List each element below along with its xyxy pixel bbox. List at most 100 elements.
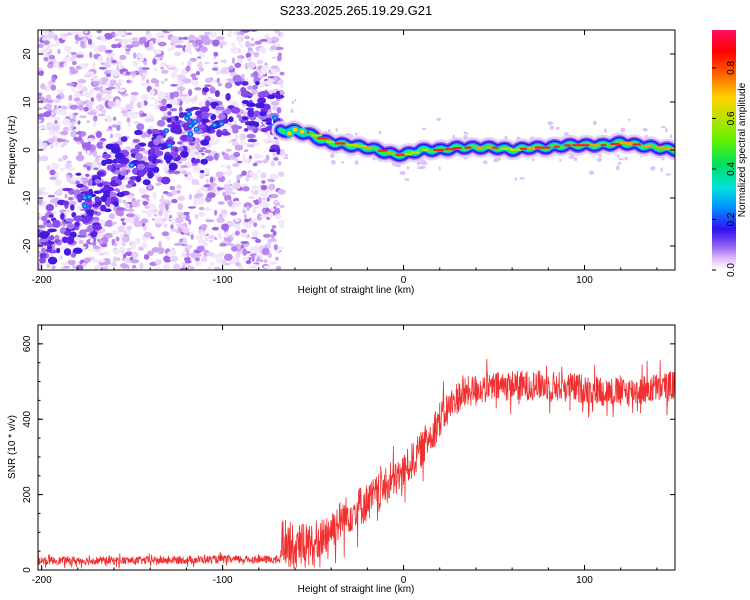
noise-blob xyxy=(194,214,199,220)
noise-blob xyxy=(237,34,243,38)
noise-blob xyxy=(256,213,263,221)
trend-blob xyxy=(72,247,83,254)
noise-blob xyxy=(181,61,184,66)
noise-blob xyxy=(121,240,126,247)
trend-blob xyxy=(47,228,57,233)
trend-blob xyxy=(164,129,168,132)
noise-blob xyxy=(163,224,168,228)
noise-blob xyxy=(95,248,101,253)
trend-blob xyxy=(243,127,249,132)
noise-blob xyxy=(226,78,235,81)
noise-blob xyxy=(42,98,48,103)
noise-blob xyxy=(70,56,75,61)
noise-blob xyxy=(50,84,57,91)
noise-blob xyxy=(69,68,79,75)
noise-blob xyxy=(232,200,242,207)
noise-blob xyxy=(254,160,263,164)
noise-blob xyxy=(183,211,190,216)
noise-blob xyxy=(200,46,208,53)
noise-blob xyxy=(57,48,61,55)
noise-blob xyxy=(47,63,54,69)
trend-blob xyxy=(113,201,119,207)
trend-blob xyxy=(130,164,133,167)
noise-blob xyxy=(172,170,181,175)
noise-blob xyxy=(80,41,86,48)
noise-blob xyxy=(90,97,95,103)
noise-blob xyxy=(188,232,195,235)
noise-blob xyxy=(143,231,153,238)
noise-blob xyxy=(163,191,169,195)
noise-blob xyxy=(206,252,215,257)
noise-blob xyxy=(194,95,198,102)
noise-blob xyxy=(267,252,273,259)
noise-blob xyxy=(99,66,107,70)
noise-blob xyxy=(53,210,58,215)
noise-blob xyxy=(660,126,667,129)
noise-blob xyxy=(568,155,575,159)
trend-blob xyxy=(166,103,173,109)
noise-blob xyxy=(263,265,270,269)
noise-blob xyxy=(54,116,61,121)
noise-blob xyxy=(114,242,118,247)
noise-blob xyxy=(172,263,181,270)
noise-blob xyxy=(257,256,261,262)
noise-blob xyxy=(130,258,140,264)
noise-blob xyxy=(93,87,102,91)
noise-blob xyxy=(205,219,215,223)
noise-blob xyxy=(215,171,224,178)
noise-blob xyxy=(214,209,218,216)
noise-blob xyxy=(177,203,183,211)
trend-blob xyxy=(252,84,258,90)
noise-blob xyxy=(248,155,253,160)
noise-blob xyxy=(97,166,102,170)
trend-blob xyxy=(180,150,189,158)
noise-blob xyxy=(220,44,223,49)
noise-blob xyxy=(38,189,44,196)
noise-blob xyxy=(92,160,97,166)
noise-blob xyxy=(277,160,282,166)
noise-blob xyxy=(234,62,242,68)
y-tick-label: 200 xyxy=(22,486,33,503)
trend-blob xyxy=(255,102,266,109)
trend-blob xyxy=(257,97,267,104)
noise-blob xyxy=(94,265,98,270)
noise-blob xyxy=(119,246,126,250)
noise-blob xyxy=(87,38,93,45)
noise-blob xyxy=(225,148,232,152)
snr-x-label: Height of straight line (km) xyxy=(298,584,415,595)
noise-blob xyxy=(330,153,335,159)
trend-blob xyxy=(174,120,181,126)
noise-blob xyxy=(43,56,49,62)
noise-blob xyxy=(143,254,150,260)
trend-blob xyxy=(48,214,54,218)
noise-blob xyxy=(227,179,231,185)
trend-blob xyxy=(225,107,231,115)
noise-blob xyxy=(100,267,104,270)
noise-blob xyxy=(417,166,422,170)
noise-blob xyxy=(38,250,43,254)
trend-blob xyxy=(67,196,74,201)
noise-blob xyxy=(249,172,253,176)
noise-blob xyxy=(228,122,233,128)
noise-blob xyxy=(124,146,133,151)
noise-blob xyxy=(204,235,209,242)
noise-blob xyxy=(119,233,125,238)
noise-blob xyxy=(230,191,237,195)
noise-blob xyxy=(598,154,603,157)
trend-blob xyxy=(240,119,245,124)
noise-blob xyxy=(73,92,82,98)
noise-blob xyxy=(163,265,169,270)
noise-blob xyxy=(206,192,216,199)
noise-blob xyxy=(231,57,236,64)
noise-blob xyxy=(186,60,192,67)
noise-blob xyxy=(124,251,133,257)
noise-blob xyxy=(95,131,102,138)
noise-blob xyxy=(38,107,43,110)
noise-blob xyxy=(102,236,107,244)
noise-blob xyxy=(182,36,189,40)
trend-blob xyxy=(64,230,71,236)
noise-blob xyxy=(148,104,155,107)
x-tick-label: -100 xyxy=(213,275,233,286)
noise-blob xyxy=(161,98,167,106)
trend-blob xyxy=(102,153,112,159)
